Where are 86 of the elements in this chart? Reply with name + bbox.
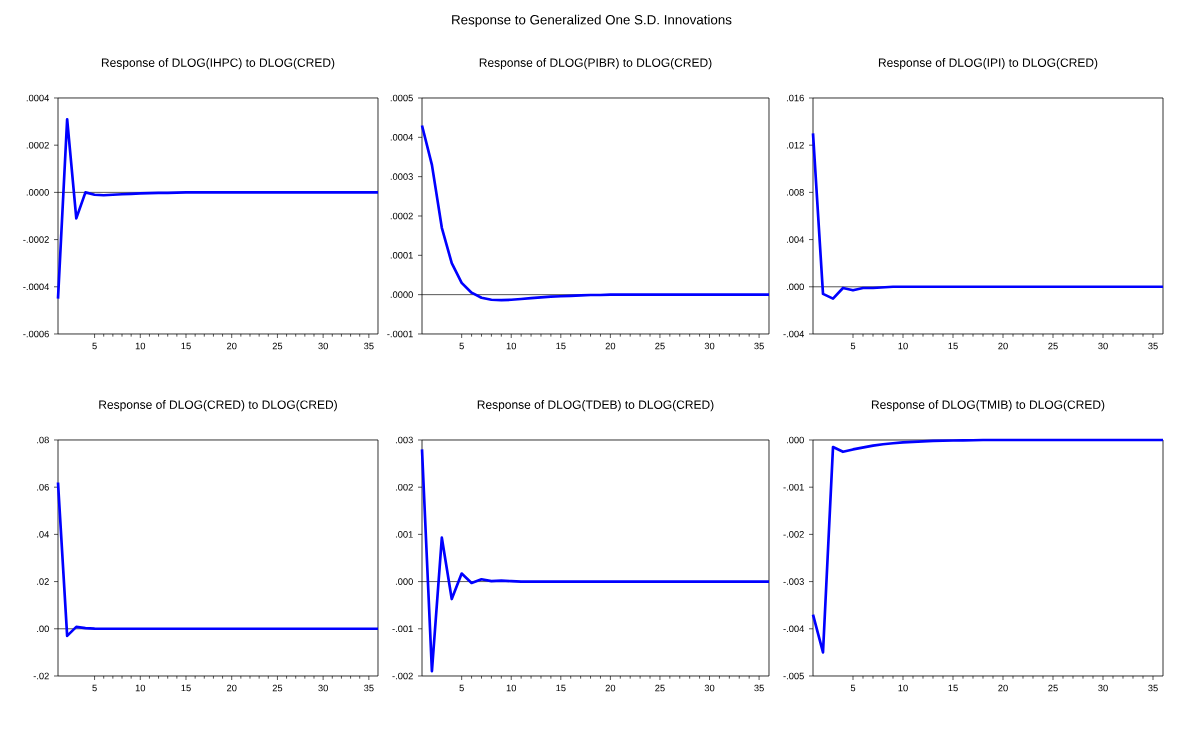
- y-tick-label: .0002: [390, 212, 413, 220]
- chart-title: Response of DLOG(IPI) to DLOG(CRED): [878, 58, 1098, 70]
- chart-title: Response of DLOG(PIBR) to DLOG(CRED): [479, 58, 712, 70]
- y-tick-label: -.02: [33, 672, 49, 680]
- y-tick-label: -.004: [783, 330, 805, 338]
- y-tick-label: -.005: [783, 672, 804, 680]
- x-tick-label: 35: [1148, 684, 1158, 692]
- x-tick-label: 30: [318, 342, 328, 350]
- y-tick-label: -.0001: [387, 330, 413, 338]
- x-tick-label: 35: [1148, 342, 1158, 350]
- chart-title: Response of DLOG(TMIB) to DLOG(CRED): [871, 400, 1105, 412]
- x-tick-label: 25: [1048, 684, 1058, 692]
- y-tick-label: .0000: [26, 189, 49, 196]
- chart-title: Response of DLOG(TDEB) to DLOG(CRED): [477, 400, 714, 412]
- y-tick-label: .0004: [390, 134, 414, 141]
- y-tick-label: -.003: [783, 578, 804, 585]
- x-tick-label: 30: [704, 342, 715, 350]
- y-tick-label: .0005: [390, 94, 413, 102]
- y-tick-label: .000: [786, 436, 804, 444]
- x-tick-label: 20: [605, 684, 616, 692]
- x-tick-label: 20: [998, 684, 1008, 692]
- chart-title: Response of DLOG(IHPC) to DLOG(CRED): [101, 58, 335, 70]
- y-tick-label: -.002: [392, 672, 413, 680]
- x-tick-label: 35: [754, 342, 764, 350]
- x-tick-label: 20: [226, 684, 237, 692]
- x-tick-label: 35: [754, 684, 764, 692]
- y-tick-label: .06: [37, 483, 49, 491]
- y-tick-label: -.0006: [23, 330, 49, 338]
- y-tick-label: .0003: [390, 173, 413, 180]
- y-tick-label: .003: [395, 436, 413, 444]
- x-tick-label: 20: [226, 342, 237, 350]
- x-tick-label: 5: [92, 684, 97, 692]
- y-tick-label: -.001: [392, 625, 413, 633]
- y-tick-label: -.002: [783, 531, 804, 538]
- x-tick-label: 20: [998, 342, 1008, 350]
- x-tick-label: 30: [1098, 684, 1108, 692]
- y-tick-label: -.001: [783, 483, 804, 491]
- y-tick-label: .000: [395, 578, 413, 585]
- x-tick-label: 5: [459, 684, 464, 692]
- x-tick-label: 25: [272, 684, 283, 692]
- x-tick-label: 5: [459, 342, 464, 350]
- x-tick-label: 35: [364, 342, 374, 350]
- x-tick-label: 20: [605, 342, 616, 350]
- x-tick-label: 5: [850, 342, 856, 350]
- y-tick-label: .00: [37, 625, 49, 633]
- x-tick-label: 10: [898, 684, 908, 692]
- x-tick-label: 25: [1048, 342, 1058, 350]
- chart-title: Response of DLOG(CRED) to DLOG(CRED): [99, 400, 337, 412]
- x-tick-label: 10: [135, 684, 146, 692]
- x-tick-label: 10: [898, 342, 908, 350]
- x-tick-label: 10: [506, 684, 517, 692]
- x-tick-label: 15: [948, 342, 958, 350]
- y-tick-label: .008: [786, 189, 804, 196]
- y-tick-label: .0001: [390, 252, 413, 259]
- x-tick-label: 5: [92, 342, 97, 350]
- y-tick-label: .08: [37, 436, 49, 444]
- y-tick-label: .0000: [390, 291, 413, 298]
- x-tick-label: 30: [704, 684, 715, 692]
- y-tick-label: .002: [395, 483, 413, 491]
- text: Response to Generalized One S.D. Innovations: [452, 14, 732, 28]
- x-tick-label: 5: [850, 684, 856, 692]
- y-tick-label: .0004: [26, 94, 50, 102]
- x-tick-label: 15: [556, 342, 566, 350]
- y-tick-label: .004: [786, 236, 805, 243]
- x-tick-label: 25: [272, 342, 283, 350]
- x-tick-label: 30: [318, 684, 328, 692]
- y-tick-label: .000: [786, 283, 804, 291]
- x-tick-label: 10: [506, 342, 517, 350]
- x-tick-label: 15: [181, 342, 191, 350]
- y-tick-label: .0002: [26, 141, 49, 149]
- y-tick-label: .02: [37, 578, 49, 585]
- y-tick-label: -.0002: [23, 236, 49, 243]
- y-tick-label: -.004: [783, 625, 805, 633]
- x-tick-label: 30: [1098, 342, 1108, 350]
- y-tick-label: .001: [395, 531, 413, 538]
- x-tick-label: 15: [948, 684, 958, 692]
- x-tick-label: 35: [364, 684, 374, 692]
- x-tick-label: 10: [135, 342, 146, 350]
- y-tick-label: .016: [786, 94, 804, 102]
- x-tick-label: 15: [556, 684, 566, 692]
- x-tick-label: 25: [655, 342, 665, 350]
- x-tick-label: 15: [181, 684, 191, 692]
- y-tick-label: -.0004: [23, 283, 50, 291]
- y-tick-label: .012: [786, 141, 804, 149]
- y-tick-label: .04: [37, 531, 50, 538]
- x-tick-label: 25: [655, 684, 665, 692]
